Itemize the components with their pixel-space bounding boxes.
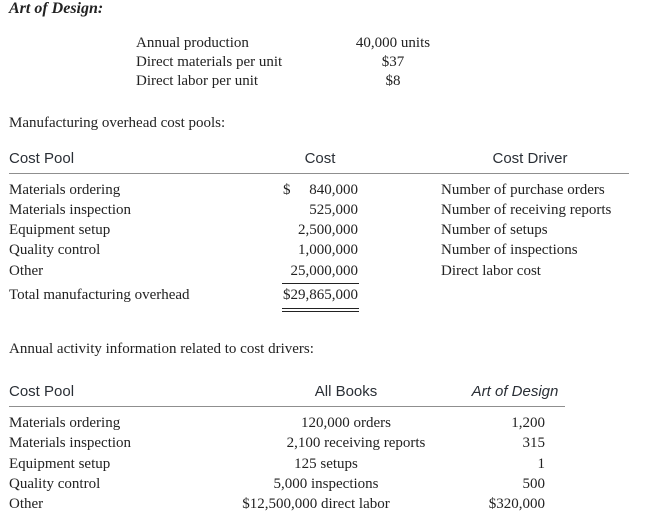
table-row: Quality control 1,000,000 Number of insp… bbox=[0, 242, 655, 262]
cost-pool-name: Equipment setup bbox=[9, 222, 111, 238]
production-label: Annual production bbox=[136, 35, 249, 51]
direct-labor-value: $8 bbox=[385, 73, 401, 89]
activity-heading: Annual activity information related to c… bbox=[9, 341, 314, 357]
direct-materials-label: Direct materials per unit bbox=[136, 54, 283, 70]
total-value: $29,865,000 bbox=[283, 287, 358, 303]
cost-value: 1,000,000 bbox=[298, 242, 358, 258]
table-row: Equipment setup 125 setups 1 bbox=[0, 456, 655, 476]
header-divider bbox=[9, 173, 629, 174]
table-row: Materials inspection 2,100 receiving rep… bbox=[0, 435, 655, 455]
table-row: Materials ordering $ 840,000 Number of p… bbox=[0, 182, 655, 202]
art-of-design-activity: 500 bbox=[522, 476, 546, 492]
cost-value: 840,000 bbox=[309, 182, 358, 198]
cost-driver: Number of purchase orders bbox=[441, 182, 605, 198]
overhead-heading: Manufacturing overhead cost pools: bbox=[9, 115, 226, 131]
subtotal-underline bbox=[282, 283, 359, 284]
column-header-cost-driver: Cost Driver bbox=[492, 150, 568, 167]
column-header-all-books: All Books bbox=[314, 383, 378, 400]
cost-driver: Number of receiving reports bbox=[441, 202, 612, 218]
cost-driver: Direct labor cost bbox=[441, 263, 541, 279]
direct-materials-value: $37 bbox=[381, 54, 405, 70]
table-row: Materials inspection 525,000 Number of r… bbox=[0, 202, 655, 222]
all-books-activity: 2,100 receiving reports bbox=[286, 435, 426, 451]
cost-pool-name: Materials ordering bbox=[9, 415, 121, 431]
cost-pool-name: Quality control bbox=[9, 476, 101, 492]
all-books-activity: 5,000 inspections bbox=[273, 476, 379, 492]
direct-labor-label: Direct labor per unit bbox=[136, 73, 259, 89]
total-double-underline-bottom bbox=[282, 311, 359, 312]
all-books-activity: 125 setups bbox=[294, 456, 358, 472]
cost-pool-name: Quality control bbox=[9, 242, 101, 258]
art-of-design-activity: 315 bbox=[522, 435, 546, 451]
table-row: Other 25,000,000 Direct labor cost bbox=[0, 263, 655, 283]
dollar-sign: $ bbox=[283, 182, 291, 198]
all-books-activity: 120,000 orders bbox=[301, 415, 391, 431]
cost-driver: Number of inspections bbox=[441, 242, 578, 258]
activity-header-divider bbox=[9, 406, 565, 407]
column-header-cost-pool: Cost Pool bbox=[9, 150, 75, 167]
cost-pool-name: Other bbox=[9, 496, 44, 512]
column-header-art-of-design: Art of Design bbox=[471, 383, 559, 400]
cost-driver: Number of setups bbox=[441, 222, 548, 238]
cost-pool-name: Materials inspection bbox=[9, 435, 132, 451]
art-of-design-activity: $320,000 bbox=[488, 496, 545, 512]
total-row: Total manufacturing overhead $29,865,000 bbox=[0, 287, 655, 307]
total-label: Total manufacturing overhead bbox=[9, 287, 190, 303]
art-of-design-activity: 1 bbox=[537, 456, 546, 472]
cost-pool-name: Equipment setup bbox=[9, 456, 111, 472]
cost-value: 25,000,000 bbox=[290, 263, 359, 279]
table-row: Other $12,500,000 direct labor $320,000 bbox=[0, 496, 655, 516]
cost-pool-name: Other bbox=[9, 263, 44, 279]
cost-pool-name: Materials ordering bbox=[9, 182, 121, 198]
document-title: Art of Design: bbox=[9, 0, 104, 17]
total-double-underline-top bbox=[282, 308, 359, 309]
art-of-design-activity: 1,200 bbox=[511, 415, 545, 431]
production-value: 40,000 units bbox=[355, 35, 431, 51]
all-books-activity: $12,500,000 direct labor bbox=[242, 496, 390, 512]
table-row: Quality control 5,000 inspections 500 bbox=[0, 476, 655, 496]
cost-value: 2,500,000 bbox=[298, 222, 358, 238]
column-header-cost: Cost bbox=[304, 150, 336, 167]
table-row: Equipment setup 2,500,000 Number of setu… bbox=[0, 222, 655, 242]
cost-value: 525,000 bbox=[309, 202, 358, 218]
column-header-cost-pool: Cost Pool bbox=[9, 383, 75, 400]
table-row: Materials ordering 120,000 orders 1,200 bbox=[0, 415, 655, 435]
cost-pool-name: Materials inspection bbox=[9, 202, 132, 218]
